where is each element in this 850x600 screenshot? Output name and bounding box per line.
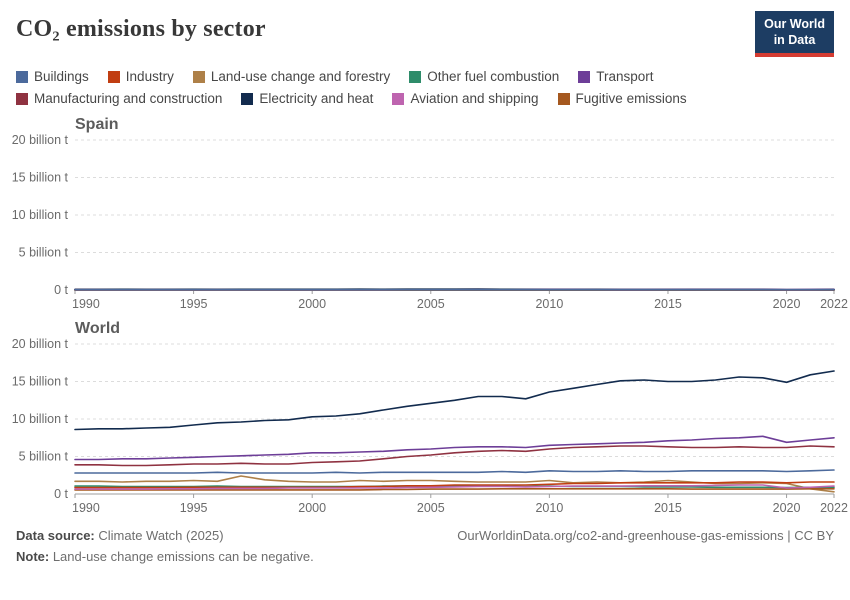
footer: Data source: Climate Watch (2025) OurWor… bbox=[16, 528, 834, 564]
legend-swatch-icon bbox=[16, 92, 28, 105]
svg-text:1995: 1995 bbox=[180, 501, 208, 515]
svg-text:2010: 2010 bbox=[535, 297, 563, 311]
svg-text:2015: 2015 bbox=[654, 501, 682, 515]
legend-item-label: Transport bbox=[596, 69, 654, 84]
legend-item-label: Other fuel combustion bbox=[427, 69, 560, 84]
legend-item-label: Aviation and shipping bbox=[410, 91, 539, 106]
svg-text:2015: 2015 bbox=[654, 297, 682, 311]
legend-swatch-icon bbox=[557, 92, 570, 105]
svg-text:0 t: 0 t bbox=[54, 487, 68, 501]
legend-item-label: Buildings bbox=[34, 69, 89, 84]
svg-text:2022: 2022 bbox=[820, 501, 848, 515]
svg-text:5 billion t: 5 billion t bbox=[19, 245, 69, 259]
legend-item-label: Fugitive emissions bbox=[575, 91, 687, 106]
panel-title-world: World bbox=[75, 319, 121, 337]
legend-item-label: Manufacturing and construction bbox=[34, 91, 223, 106]
svg-text:2010: 2010 bbox=[535, 501, 563, 515]
svg-text:10 billion t: 10 billion t bbox=[12, 412, 69, 426]
spain-line-chart[interactable]: 0 t 5 billion t 10 billion t 15 billion t 20… bbox=[12, 133, 848, 314]
data-source: Data source: Climate Watch (2025) bbox=[16, 528, 224, 543]
svg-text:1990: 1990 bbox=[72, 297, 100, 311]
svg-text:15 billion t: 15 billion t bbox=[12, 374, 69, 388]
legend-swatch-icon bbox=[392, 92, 405, 105]
legend: Buildings Industry Land-use change and for… bbox=[16, 66, 834, 110]
legend-item[interactable]: Land-use change and forestry bbox=[192, 69, 391, 84]
legend-row: Manufacturing and construction Electricit… bbox=[16, 88, 834, 110]
panel-title-spain: Spain bbox=[75, 115, 119, 133]
world-line-chart[interactable]: 0 t 5 billion t 10 billion t 15 billion t 20… bbox=[12, 337, 848, 518]
data-source-value: Climate Watch (2025) bbox=[94, 527, 224, 543]
legend-item-label: Electricity and heat bbox=[259, 91, 374, 106]
chart-panel-world: World 0 t 5 billion t 10 billion t 15 billi… bbox=[12, 319, 848, 518]
legend-item[interactable]: Aviation and shipping bbox=[392, 91, 539, 106]
legend-swatch-icon bbox=[578, 70, 591, 83]
svg-text:1990: 1990 bbox=[72, 501, 100, 515]
data-source-label: Data source: bbox=[16, 527, 95, 543]
footer-note-label: Note: bbox=[16, 548, 50, 564]
svg-text:2005: 2005 bbox=[417, 297, 445, 311]
legend-swatch-icon bbox=[16, 70, 28, 83]
legend-item[interactable]: Fugitive emissions bbox=[557, 91, 687, 106]
legend-item[interactable]: Manufacturing and construction bbox=[16, 91, 222, 106]
svg-text:2020: 2020 bbox=[773, 297, 801, 311]
svg-text:2000: 2000 bbox=[298, 501, 326, 515]
footer-link[interactable]: OurWorldinData.org/co2-and-greenhouse-ga… bbox=[457, 527, 834, 543]
legend-row: Buildings Industry Land-use change and for… bbox=[16, 66, 834, 88]
svg-text:2005: 2005 bbox=[417, 501, 445, 515]
footer-note: Note: Land-use change emissions can be n… bbox=[16, 549, 834, 564]
owid-logo-line2: in Data bbox=[773, 33, 816, 48]
svg-text:5 billion t: 5 billion t bbox=[19, 449, 69, 463]
legend-swatch-icon bbox=[192, 70, 205, 83]
legend-item[interactable]: Industry bbox=[107, 69, 174, 84]
svg-text:0 t: 0 t bbox=[54, 283, 68, 297]
svg-text:1995: 1995 bbox=[180, 297, 208, 311]
legend-item[interactable]: Other fuel combustion bbox=[409, 69, 559, 84]
legend-swatch-icon bbox=[409, 70, 422, 83]
owid-logo-line1: Our World bbox=[764, 17, 825, 31]
svg-text:2020: 2020 bbox=[773, 501, 801, 515]
svg-text:2000: 2000 bbox=[298, 297, 326, 311]
owid-logo[interactable]: Our World in Data bbox=[755, 11, 834, 57]
svg-text:2022: 2022 bbox=[820, 297, 848, 311]
chart-panel-spain: Spain 0 t 5 billion t 10 billion t 15 billi… bbox=[12, 115, 848, 314]
legend-item[interactable]: Transport bbox=[578, 69, 654, 84]
legend-swatch-icon bbox=[241, 92, 254, 105]
legend-item[interactable]: Buildings bbox=[16, 69, 89, 84]
legend-item-label: Industry bbox=[125, 69, 174, 84]
svg-text:10 billion t: 10 billion t bbox=[12, 208, 69, 222]
svg-text:15 billion t: 15 billion t bbox=[12, 170, 69, 184]
legend-item-label: Land-use change and forestry bbox=[210, 69, 391, 84]
legend-item[interactable]: Electricity and heat bbox=[241, 91, 373, 106]
header: CO₂ emissions by sector Our World in Dat… bbox=[16, 10, 834, 57]
footer-note-value: Land-use change emissions can be negativ… bbox=[49, 548, 314, 564]
legend-swatch-icon bbox=[107, 70, 120, 83]
page-title: CO₂ emissions by sector bbox=[16, 16, 266, 42]
svg-text:20 billion t: 20 billion t bbox=[12, 133, 69, 147]
svg-text:20 billion t: 20 billion t bbox=[12, 337, 69, 351]
